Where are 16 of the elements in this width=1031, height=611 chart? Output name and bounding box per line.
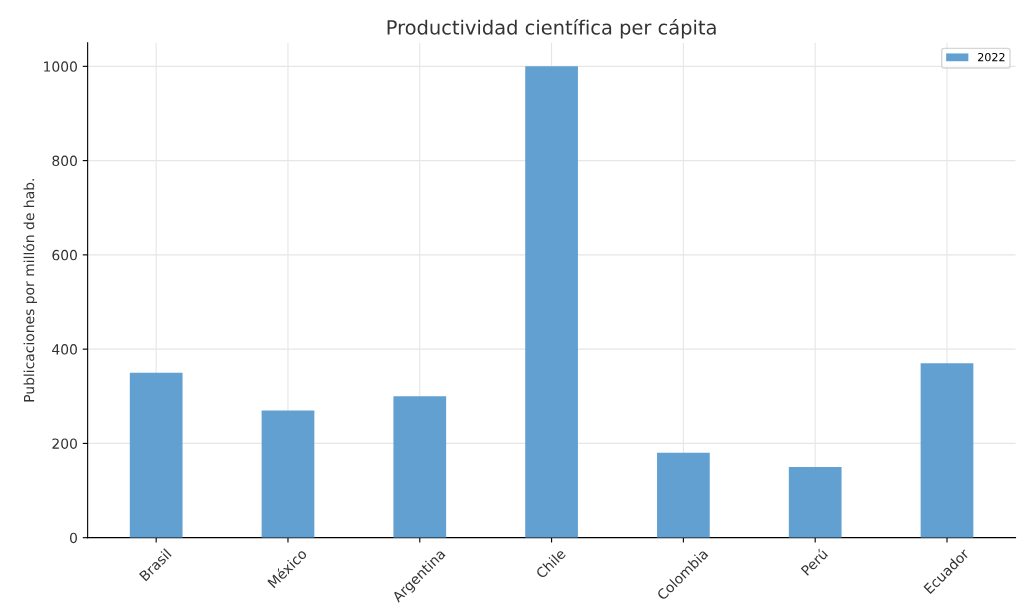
- y-tick-label: 400: [52, 344, 77, 355]
- legend-label: 2022: [978, 52, 1005, 62]
- y-tick-label: 0: [69, 532, 77, 544]
- bar: [261, 410, 315, 538]
- y-tick-label: 800: [52, 155, 77, 167]
- y-tick-label: 600: [52, 249, 77, 261]
- bar: [393, 396, 447, 538]
- y-tick-label: 1000: [44, 61, 77, 72]
- chart-title: Productividad científica per cápita: [387, 18, 716, 39]
- y-tick-label: 200: [52, 438, 77, 449]
- bar: [129, 372, 183, 538]
- y-axis-title: Publicaciones por millón de hab.: [23, 179, 38, 402]
- bar: [788, 466, 842, 538]
- bar: [525, 66, 578, 538]
- bar: [920, 363, 974, 538]
- bar: [657, 452, 710, 538]
